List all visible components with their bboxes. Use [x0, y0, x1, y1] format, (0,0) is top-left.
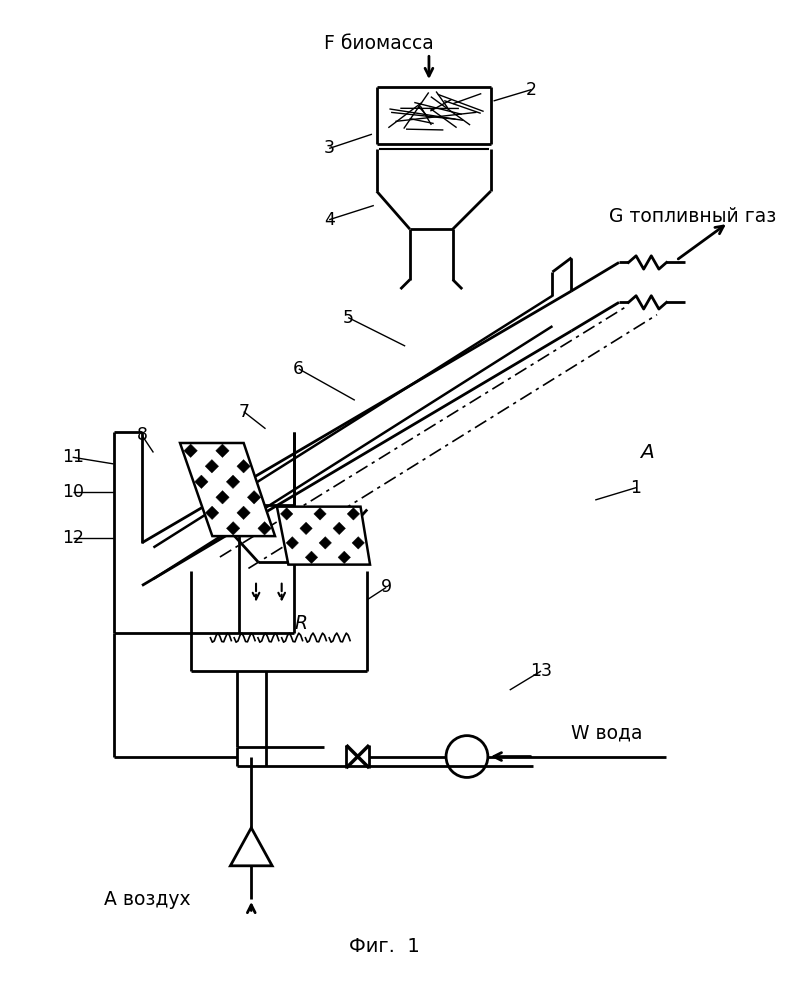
Polygon shape: [231, 828, 272, 866]
Polygon shape: [206, 460, 218, 473]
Text: R: R: [294, 614, 307, 633]
Polygon shape: [258, 522, 272, 535]
Text: 9: 9: [380, 578, 392, 596]
Polygon shape: [237, 460, 251, 473]
Text: A: A: [640, 443, 654, 462]
Polygon shape: [226, 475, 239, 488]
Polygon shape: [352, 537, 364, 549]
Text: W вода: W вода: [571, 723, 643, 742]
Polygon shape: [247, 491, 261, 504]
Polygon shape: [277, 507, 370, 565]
Text: 10: 10: [61, 483, 84, 501]
Text: 13: 13: [530, 662, 552, 680]
Polygon shape: [216, 444, 229, 457]
Polygon shape: [195, 475, 208, 488]
Text: 5: 5: [343, 309, 354, 327]
Polygon shape: [286, 537, 298, 549]
Text: 12: 12: [61, 529, 84, 547]
Polygon shape: [338, 551, 351, 564]
Text: 4: 4: [324, 211, 334, 229]
Polygon shape: [300, 522, 312, 535]
Polygon shape: [184, 444, 197, 457]
Text: 11: 11: [61, 448, 84, 466]
Text: 8: 8: [136, 426, 147, 444]
Text: 2: 2: [526, 81, 537, 99]
Text: 6: 6: [293, 360, 305, 378]
Text: 3: 3: [324, 139, 334, 157]
Text: 1: 1: [630, 479, 642, 497]
Polygon shape: [347, 508, 359, 520]
Polygon shape: [216, 491, 229, 504]
Polygon shape: [305, 551, 318, 564]
Text: G топливный газ: G топливный газ: [609, 207, 777, 226]
Polygon shape: [319, 537, 331, 549]
Polygon shape: [180, 443, 275, 536]
Polygon shape: [280, 508, 293, 520]
Polygon shape: [237, 506, 251, 520]
Text: Фиг.  1: Фиг. 1: [349, 937, 420, 956]
Text: F биомасса: F биомасса: [325, 34, 434, 53]
Polygon shape: [206, 506, 218, 520]
Polygon shape: [314, 508, 326, 520]
Text: 7: 7: [238, 403, 249, 421]
Polygon shape: [333, 522, 346, 535]
Polygon shape: [226, 522, 240, 535]
Text: A воздух: A воздух: [104, 890, 191, 909]
